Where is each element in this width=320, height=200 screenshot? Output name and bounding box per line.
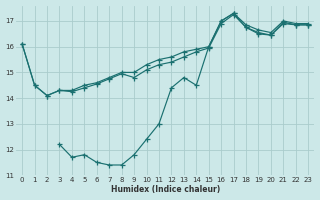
X-axis label: Humidex (Indice chaleur): Humidex (Indice chaleur) (111, 185, 220, 194)
